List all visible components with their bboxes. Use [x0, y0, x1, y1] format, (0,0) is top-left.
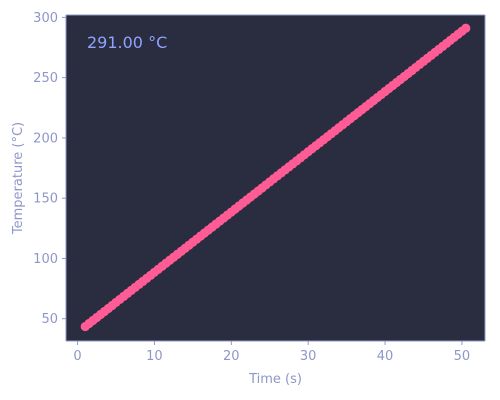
x-axis-label: Time (s) — [248, 372, 302, 387]
x-tick-label: 40 — [377, 349, 394, 364]
y-tick-label: 200 — [33, 131, 58, 146]
x-tick-label: 30 — [300, 349, 317, 364]
x-tick-label: 50 — [454, 349, 471, 364]
y-tick-label: 250 — [33, 71, 58, 86]
y-tick-label: 300 — [33, 11, 58, 26]
data-point — [461, 24, 470, 33]
y-tick-label: 150 — [33, 192, 58, 207]
temperature-readout: 291.00 °C — [87, 33, 167, 52]
x-tick-label: 0 — [73, 349, 81, 364]
y-tick-label: 100 — [33, 252, 58, 267]
x-tick-label: 10 — [146, 349, 163, 364]
y-axis-label: Temperature (°C) — [11, 122, 26, 235]
x-tick-label: 20 — [223, 349, 240, 364]
y-tick-label: 50 — [41, 312, 58, 327]
